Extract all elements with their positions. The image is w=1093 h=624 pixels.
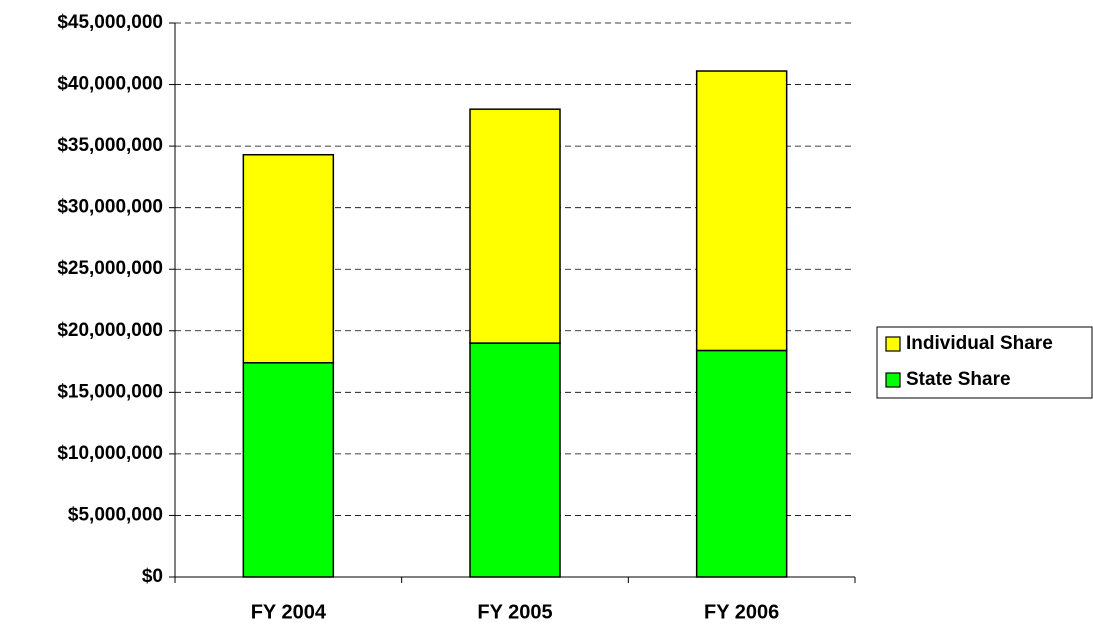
bar-segment — [695, 349, 788, 578]
bar-segment — [469, 342, 561, 578]
bar-segment — [242, 362, 335, 578]
legend-box — [876, 326, 1093, 399]
x-tick-label: FY 2005 — [477, 601, 552, 623]
y-tick-label: $25,000,000 — [57, 258, 163, 279]
bar-segment — [242, 153, 335, 364]
y-tick-label: $0 — [142, 566, 163, 587]
legend-swatch — [885, 336, 901, 352]
y-tick-label: $45,000,000 — [57, 12, 163, 33]
bar-segment — [469, 108, 561, 344]
x-tick-label: FY 2006 — [704, 601, 779, 623]
y-tick-label: $5,000,000 — [68, 504, 163, 525]
y-tick-label: $35,000,000 — [57, 135, 163, 156]
legend-label: State Share — [906, 369, 1011, 390]
y-tick-label: $20,000,000 — [57, 320, 163, 341]
y-tick-label: $30,000,000 — [57, 197, 163, 218]
y-tick-label: $40,000,000 — [57, 74, 163, 95]
y-tick-label: $15,000,000 — [57, 381, 163, 402]
x-tick-label: FY 2004 — [251, 601, 327, 623]
legend-swatch — [885, 372, 901, 388]
y-tick-label: $10,000,000 — [57, 443, 163, 464]
legend-label: Individual Share — [906, 333, 1053, 354]
bar-segment — [695, 70, 788, 352]
